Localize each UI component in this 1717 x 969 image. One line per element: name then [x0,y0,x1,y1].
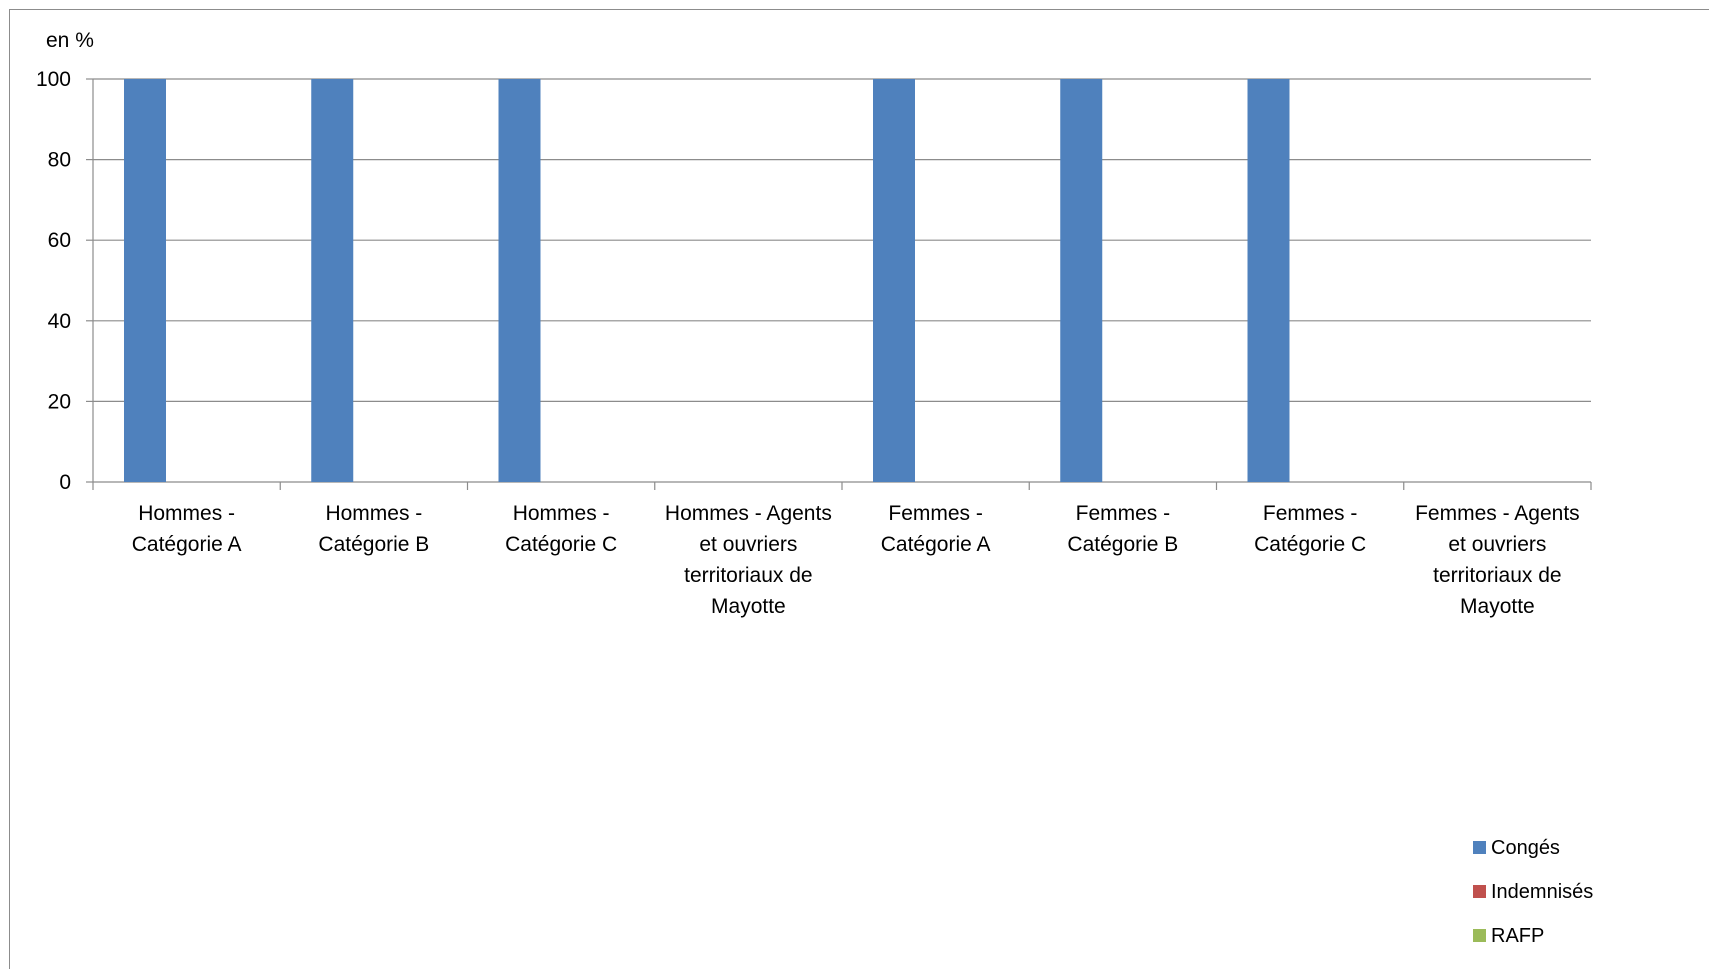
x-tick-label-7-2: territoriaux de [1433,564,1561,587]
legend-swatch-Congés [1473,841,1486,854]
x-tick-label-3-2: territoriaux de [684,564,812,587]
bar-Congés-4 [873,79,915,482]
legend-label-Congés: Congés [1491,837,1560,859]
legend: Congés Indemnisés RAFP [1473,837,1593,947]
x-tick-label-4-1: Catégorie A [881,533,991,556]
y-tick-label-0: 0 [59,471,71,494]
bar-Congés-2 [498,79,541,482]
x-tick-label-7-1: et ouvriers [1448,533,1546,556]
y-tick-label-60: 60 [48,229,71,252]
y-tick-label-100: 100 [36,68,71,91]
legend-label-Indemnisés: Indemnisés [1491,881,1593,903]
y-axis-title: en % [46,29,94,52]
bars [124,79,1290,482]
x-tick-label-2-0: Hommes - [513,502,610,525]
x-tick-label-7-3: Mayotte [1460,595,1535,618]
legend-label-RAFP: RAFP [1491,925,1544,947]
legend-swatch-RAFP [1473,929,1486,942]
x-tick-label-5-1: Catégorie B [1067,533,1178,556]
bar-Congés-1 [311,79,354,482]
x-tick-label-4-0: Femmes - [888,502,983,525]
x-tick-label-6-0: Femmes - [1263,502,1358,525]
y-tick-label-80: 80 [48,149,71,172]
x-tick-label-1-0: Hommes - [325,502,422,525]
x-tick-label-3-3: Mayotte [711,595,786,618]
chart-frame [9,9,1709,969]
x-tick-label-6-1: Catégorie C [1254,533,1366,556]
x-tick-label-3-0: Hommes - Agents [665,502,832,525]
bar-Congés-0 [124,79,166,482]
bar-Congés-6 [1247,79,1290,482]
legend-swatch-Indemnisés [1473,885,1486,898]
x-tick-label-7-0: Femmes - Agents [1415,502,1580,525]
bar-Congés-5 [1060,79,1103,482]
x-tick-label-1-1: Catégorie B [318,533,429,556]
x-tick-label-0-0: Hommes - [138,502,235,525]
y-tick-label-40: 40 [48,310,71,333]
axis-labels: en % 0 20 40 60 80 100 Hommes - Catégorie A Homm… [36,29,1580,618]
y-tick-label-20: 20 [48,390,71,413]
x-tick-label-2-1: Catégorie C [505,533,617,556]
x-tick-label-3-1: et ouvriers [699,533,797,556]
x-tick-label-0-1: Catégorie A [132,533,242,556]
x-tick-label-5-0: Femmes - [1076,502,1171,525]
